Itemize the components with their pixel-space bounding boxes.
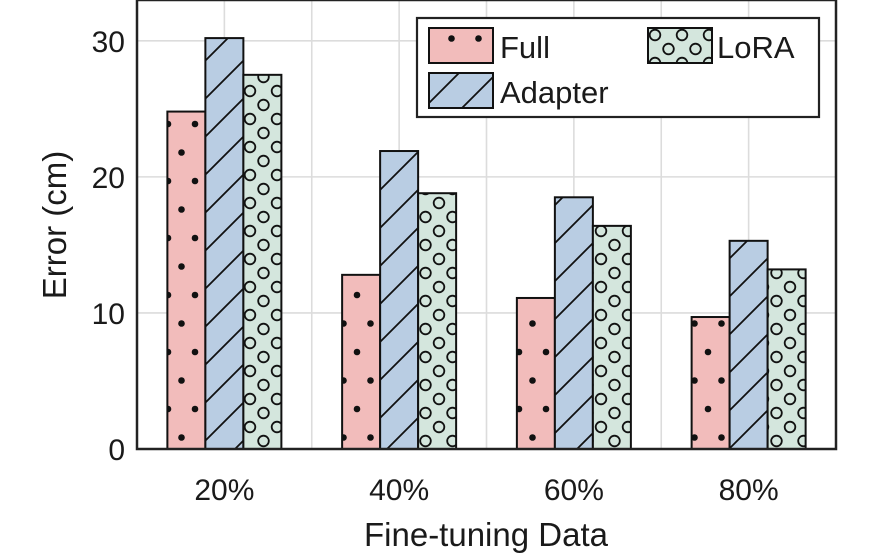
- legend-swatch-adapter: [428, 72, 494, 109]
- legend: Full LoRA Adapter: [415, 16, 821, 119]
- bar-full-80pct: [690, 316, 731, 450]
- bar-adapter-40pct: [379, 150, 420, 450]
- bar-lora-80pct: [766, 268, 807, 450]
- y-axis-label: Error (cm): [36, 151, 73, 299]
- x-tick-label: 60%: [544, 474, 604, 507]
- bar-full-20pct: [166, 110, 207, 450]
- legend-label-full: Full: [500, 30, 550, 65]
- bar-full-60pct: [515, 296, 556, 450]
- bar-lora-40pct: [417, 192, 458, 450]
- plot-frame: [135, 0, 838, 451]
- legend-label-lora: LoRA: [717, 30, 795, 65]
- y-tick-label: 0: [108, 434, 125, 467]
- bar-adapter-80pct: [728, 239, 769, 450]
- bars-group: [166, 37, 807, 451]
- y-tick-label: 10: [92, 298, 125, 331]
- y-tick-label: 30: [92, 26, 125, 59]
- y-tick-label: 20: [92, 162, 125, 195]
- bar-lora-20pct: [242, 73, 283, 450]
- x-tick-label: 20%: [194, 474, 254, 507]
- x-tick-labels: 20% 40% 60% 80%: [194, 474, 778, 507]
- bar-lora-60pct: [591, 224, 632, 450]
- x-axis-label: Fine-tuning Data: [364, 516, 609, 553]
- legend-swatch-full: [428, 27, 494, 64]
- bar-adapter-20pct: [204, 37, 245, 450]
- legend-swatch-lora: [647, 27, 713, 64]
- bar-adapter-60pct: [553, 196, 594, 450]
- x-tick-label: 80%: [719, 474, 779, 507]
- bar-full-40pct: [341, 273, 382, 451]
- x-tick-label: 40%: [369, 474, 429, 507]
- y-tick-labels: 0 10 20 30: [92, 26, 125, 467]
- legend-label-adapter: Adapter: [500, 75, 609, 110]
